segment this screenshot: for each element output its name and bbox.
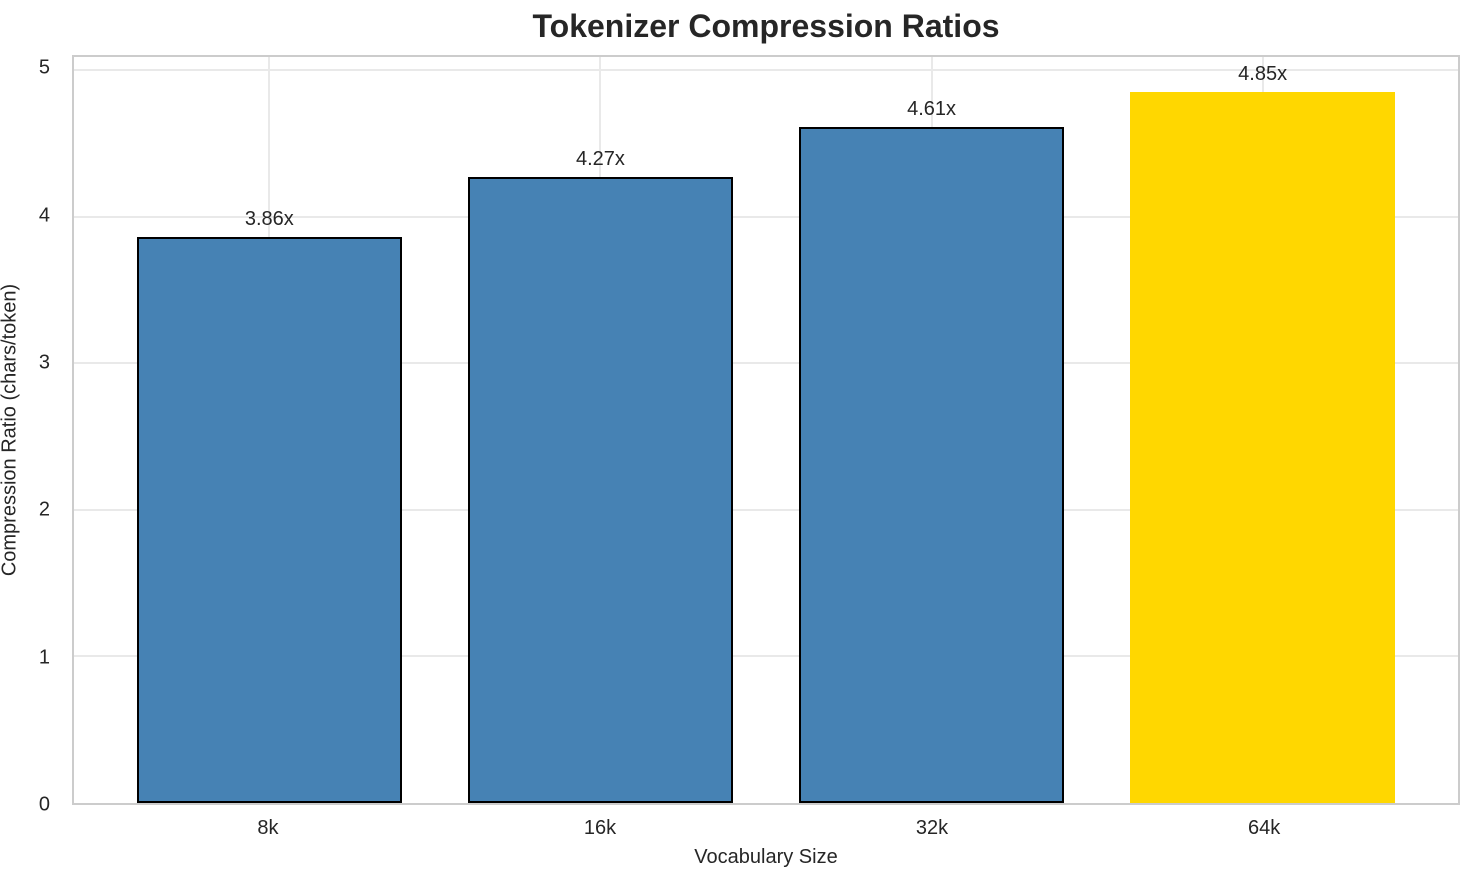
- y-tick-label: 4: [38, 204, 50, 227]
- y-tick-label: 0: [38, 793, 50, 816]
- bar-32k: [799, 127, 1064, 803]
- gridline-h: [74, 215, 1458, 218]
- y-tick-label: 5: [38, 56, 50, 79]
- y-tick-label: 1: [38, 646, 50, 669]
- x-tick-label: 32k: [915, 817, 949, 839]
- gridline-h: [74, 69, 1458, 72]
- x-tick-label: 8k: [257, 817, 279, 839]
- x-tick-label: 64k: [1247, 817, 1281, 839]
- gridline-h: [74, 655, 1458, 658]
- y-tick-label: 2: [38, 498, 50, 521]
- bar-8k: [136, 237, 402, 803]
- x-axis-label: Vocabulary Size: [694, 846, 838, 868]
- gridline-h: [74, 508, 1458, 511]
- bar-value-label: 4.61x: [907, 98, 957, 121]
- y-tick-labels: 0 1 2 3 4 5: [0, 55, 62, 816]
- gridline-h: [74, 362, 1458, 365]
- chart-title: Tokenizer Compression Ratios: [532, 8, 1000, 44]
- bar-64k: [1130, 92, 1396, 803]
- bar-value-label: 4.27x: [575, 148, 625, 171]
- bar-16k: [468, 177, 733, 803]
- x-tick-labels: 8k 16k 32k 64k: [72, 817, 1460, 843]
- y-tick-label: 3: [38, 351, 50, 374]
- plot-area: 3.86x 4.27x 4.61x 4.85x: [72, 55, 1460, 805]
- x-tick-label: 16k: [583, 817, 617, 839]
- bar-value-label: 4.85x: [1238, 63, 1288, 86]
- bar-value-label: 3.86x: [244, 208, 294, 231]
